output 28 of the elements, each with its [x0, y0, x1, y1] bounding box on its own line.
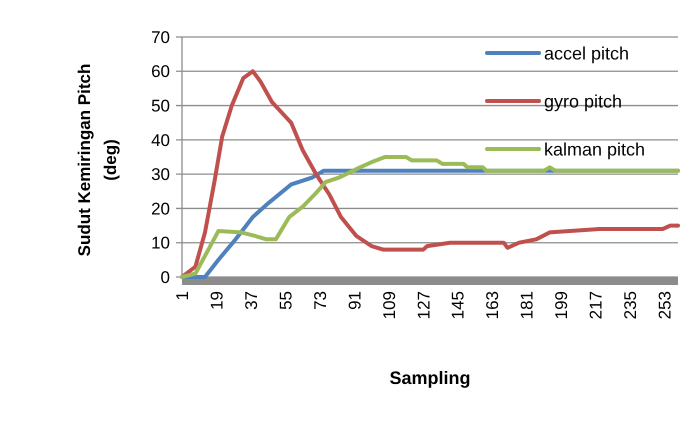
legend-label: gyro pitch	[544, 91, 622, 112]
y-tick-label: 70	[151, 28, 170, 47]
x-tick-label: 109	[380, 291, 399, 320]
x-tick-label: 145	[448, 291, 468, 320]
x-tick-label: 163	[483, 291, 502, 320]
x-tick-label: 19	[207, 291, 226, 310]
y-tick-label: 60	[151, 62, 170, 82]
y-tick-label: 0	[160, 268, 170, 287]
x-axis-title: Sampling	[389, 368, 471, 388]
legend-label: accel pitch	[544, 43, 630, 64]
y-axis-title: Sudut Kemiringan Pitch (deg)	[75, 64, 120, 256]
y-tick-label: 50	[151, 96, 170, 116]
y-tick-label: 10	[151, 234, 170, 253]
x-tick-label: 37	[242, 291, 261, 310]
x-tick-label: 253	[656, 291, 675, 320]
legend-label: kalman pitch	[544, 139, 646, 160]
x-tick-label: 1	[172, 291, 192, 300]
x-tick-label: 217	[586, 291, 606, 320]
x-tick-label: 91	[345, 291, 364, 310]
x-tick-label: 55	[276, 291, 296, 310]
y-tick-label: 30	[151, 165, 170, 184]
x-tick-label: 199	[552, 291, 572, 320]
x-tick-label: 235	[621, 291, 640, 320]
x-tick-label: 181	[518, 291, 537, 320]
x-tick-label: 73	[310, 291, 330, 310]
x-tick-label: 127	[414, 291, 434, 320]
y-tick-label: 20	[151, 199, 170, 218]
y-tick-label: 40	[151, 130, 170, 150]
